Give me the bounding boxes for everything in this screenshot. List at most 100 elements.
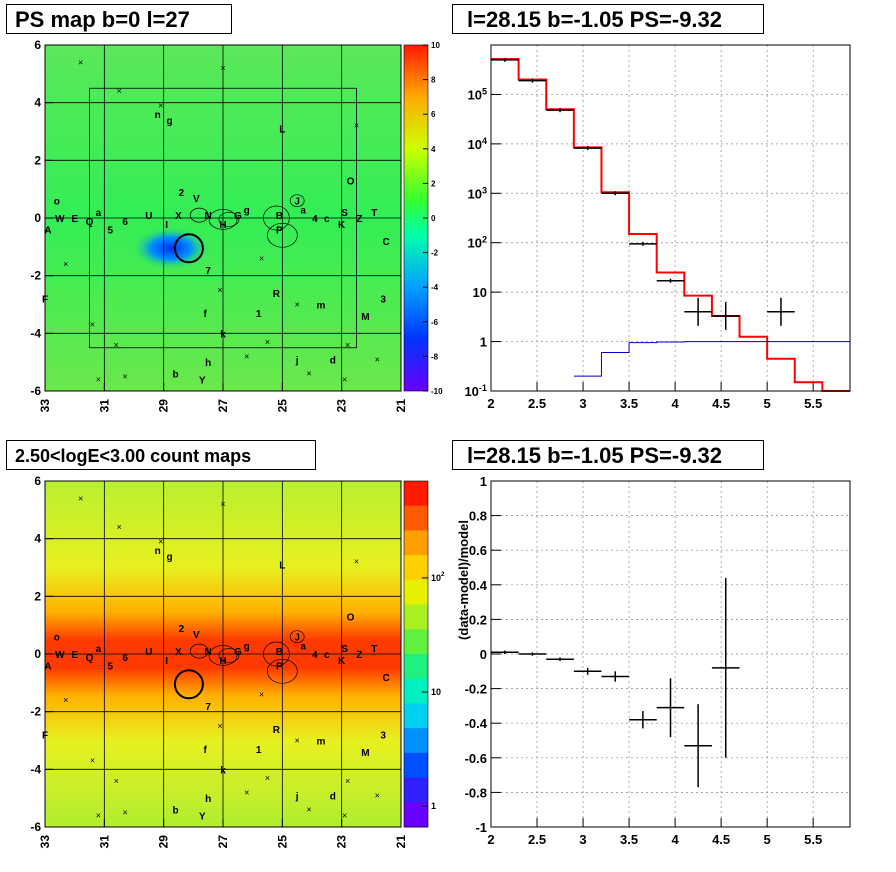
map-3-source-cross: ×	[117, 522, 122, 532]
map-1-x-tick-label: 33	[38, 399, 52, 413]
map-1-source-cross: ×	[90, 320, 95, 330]
map-3-frame	[44, 480, 402, 828]
map-3-source-cross: ×	[220, 499, 225, 509]
map-1-source-label: O	[347, 177, 355, 188]
map-3-source-label: Y	[199, 811, 206, 822]
map-3-x-tick-label: 25	[275, 835, 289, 849]
map-3-source-label: O	[347, 613, 355, 624]
map-1-source-label: g	[244, 205, 250, 216]
map-3-source-label: 4	[312, 650, 318, 661]
map-3-source-label: I	[165, 656, 168, 667]
map-3-source-cross: ×	[217, 721, 222, 731]
map-3-colorbar-label: 1	[431, 801, 436, 811]
map-1-source-label: Z	[356, 214, 362, 225]
map-3-source-label: S	[341, 644, 348, 655]
map-1-source-cross: ×	[265, 337, 270, 347]
map-1-source-label: n	[155, 110, 161, 121]
map-3-colorbar-band	[404, 629, 428, 655]
spectrum-x-tick-label: 2	[487, 396, 494, 411]
map-3-source-cross: ×	[158, 537, 163, 547]
map-1-colorbar-label: -10	[431, 387, 443, 396]
map-1-source-label: F	[42, 295, 48, 306]
map-3-source-cross: ×	[244, 787, 249, 797]
map-3-source-label: K	[338, 656, 346, 667]
map-1-contour	[263, 205, 290, 231]
map-3-colorbar-label: 102	[431, 571, 445, 583]
map-1-source-label: W	[55, 214, 65, 225]
residual-y-tick-label: -0.6	[465, 751, 487, 766]
map-1-source-label: c	[324, 214, 330, 225]
map-1-contour	[208, 209, 238, 230]
map-1-y-tick-label: 0	[34, 211, 41, 225]
map-3-source-label: J	[294, 633, 300, 644]
map-1-source-label: 1	[256, 309, 262, 320]
map-3-y-tick-label: 2	[34, 589, 41, 603]
map-3-source-cross: ×	[342, 810, 347, 820]
spectrum-background	[491, 45, 850, 391]
map-3-colorbar-band	[404, 678, 428, 704]
map-1-source-label: h	[205, 358, 211, 369]
map-3-x-tick-label: 23	[335, 835, 349, 849]
map-3-source-label: 3	[380, 731, 386, 742]
map-1-source-cross: ×	[63, 259, 68, 269]
map-3-source-label: E	[71, 650, 78, 661]
map-3-contour	[266, 658, 298, 684]
residual-y-tick-label: 0.4	[469, 578, 488, 593]
map-3-source-cross: ×	[78, 493, 83, 503]
spectrum-x-tick-label: 4	[671, 396, 679, 411]
map-1-roi-box	[89, 87, 357, 349]
residual-x-tick-label: 5	[764, 832, 771, 847]
map-1-y-tick-label: 2	[34, 153, 41, 167]
map-3-source-label: o	[54, 633, 60, 644]
map-1-y-tick-label: -4	[30, 326, 41, 340]
map-3-contour	[218, 648, 240, 663]
map-1-source-cross: ×	[217, 285, 222, 295]
map-1-source-cross: ×	[158, 101, 163, 111]
map-3-source-label: V	[193, 630, 200, 641]
residual-y-tick-label: 0.8	[469, 509, 487, 524]
map-3-source-label: n	[155, 546, 161, 557]
map-3-source-cross: ×	[114, 776, 119, 786]
map-1-x-tick-label: 31	[97, 399, 111, 413]
residual-y-tick-label: -0.4	[465, 716, 488, 731]
map-1-source-cross: ×	[375, 354, 380, 364]
map-3-source-label: a	[300, 641, 306, 652]
map-1-colorbar-label: 4	[431, 145, 436, 154]
residual-frame	[490, 480, 851, 828]
map-3-colorbar-band	[404, 703, 428, 729]
map-1-source-label: I	[165, 220, 168, 231]
residual-title: l=28.15 b=-1.05 PS=-9.32	[452, 440, 764, 470]
map-1-source-label: U	[145, 211, 152, 222]
spectrum-y-tick-label: 104	[467, 136, 487, 152]
residual-background	[491, 481, 850, 827]
residual-x-tick-label: 3.5	[620, 832, 638, 847]
map-3-source-label: a	[96, 644, 102, 655]
map-1-source-cross: ×	[342, 374, 347, 384]
map-3-source-label: h	[205, 794, 211, 805]
map-1-source-cross: ×	[295, 300, 300, 310]
map-1-source-label: k	[220, 329, 226, 340]
map-3-source-label: k	[220, 765, 226, 776]
residual-y-tick-label: -0.8	[465, 785, 487, 800]
map-1-colorbar-label: 0	[431, 214, 436, 223]
map-3-colorbar-band	[404, 530, 428, 556]
map-3-y-tick-label: -2	[30, 705, 41, 719]
map-1-x-tick-label: 29	[157, 399, 171, 413]
map-1-colorbar-label: -2	[431, 249, 439, 258]
map-1-source-label: M	[361, 312, 369, 323]
residual-x-tick-label: 4	[671, 832, 679, 847]
map-3-source-label: j	[295, 791, 299, 802]
map-3-source-label: 5	[107, 662, 113, 673]
map-3-source-cross: ×	[375, 790, 380, 800]
map-3-source-cross: ×	[354, 557, 359, 567]
residual-y-tick-label: -0.2	[465, 682, 487, 697]
map-3-source-label: 7	[205, 702, 211, 713]
map-1-source-label: Q	[86, 217, 94, 228]
map-1-source-cross: ×	[96, 374, 101, 384]
map-1-source-label: f	[204, 309, 208, 320]
residual-x-tick-label: 3	[579, 832, 586, 847]
map-3-source-cross: ×	[96, 810, 101, 820]
map-1-x-tick-label: 25	[275, 399, 289, 413]
map-1-source-label: T	[371, 208, 377, 219]
